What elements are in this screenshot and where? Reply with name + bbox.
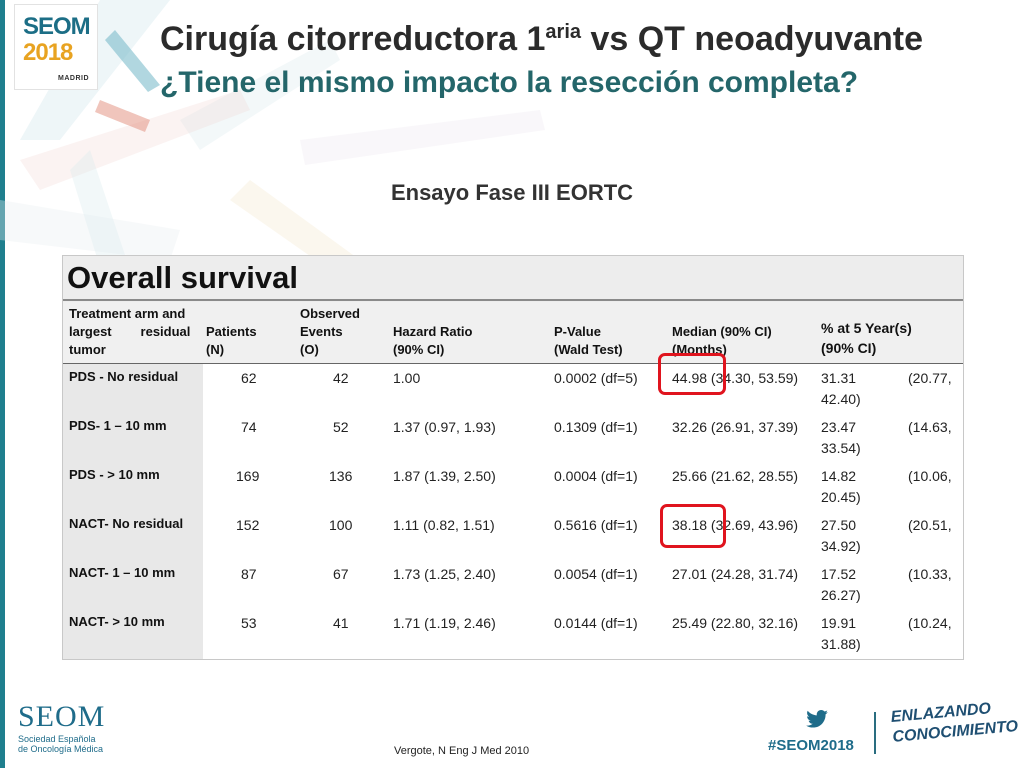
p-value-cell: 0.5616 (df=1) xyxy=(554,517,638,533)
five-year-ci-lower: (10.06, xyxy=(908,468,952,484)
events-cell: 136 xyxy=(329,468,353,484)
highlight-box-nact-median xyxy=(660,504,726,548)
seom-2018-logo: SEOM 2018 MADRID xyxy=(14,4,98,90)
five-year-ci-upper: 42.40) xyxy=(821,391,861,407)
p-value-cell: 0.0004 (df=1) xyxy=(554,468,638,484)
five-year-ci-lower: (20.51, xyxy=(908,517,952,533)
seom-society-logo: SEOM Sociedad Española de Oncología Médi… xyxy=(18,700,105,754)
event-hashtag: #SEOM2018 xyxy=(768,737,854,754)
table-title-rule xyxy=(63,299,963,301)
header-patients: Patients (N) xyxy=(206,324,257,357)
five-year-ci-upper: 26.27) xyxy=(821,587,861,603)
five-year-cell: 19.91 xyxy=(821,615,857,631)
five-year-cell: 31.31 xyxy=(821,370,857,386)
society-name-line2: de Oncología Médica xyxy=(18,744,104,754)
row-label: PDS - > 10 mm xyxy=(69,467,160,482)
hazard-ratio-cell: 1.37 (0.97, 1.93) xyxy=(393,419,496,435)
hazard-ratio-cell: 1.73 (1.25, 2.40) xyxy=(393,566,496,582)
median-cell: 25.66 (21.62, 28.55) xyxy=(672,468,799,484)
patients-cell: 53 xyxy=(241,615,257,631)
decorative-background-shapes xyxy=(0,0,545,300)
logo-city: MADRID xyxy=(58,75,89,82)
left-accent-bar xyxy=(0,0,5,768)
patients-cell: 169 xyxy=(236,468,260,484)
header-hazard-ratio: Hazard Ratio (90% CI) xyxy=(393,324,473,357)
overall-survival-table: Overall survival Treatment arm and larges… xyxy=(62,255,964,660)
five-year-cell: 27.50 xyxy=(821,517,857,533)
header-p-value: P-Value (Wald Test) xyxy=(554,324,623,357)
logo-year: 2018 xyxy=(23,39,73,66)
five-year-ci-lower: (10.24, xyxy=(908,615,952,631)
events-cell: 52 xyxy=(333,419,349,435)
median-cell: 27.01 (24.28, 31.74) xyxy=(672,566,799,582)
median-cell: 32.26 (26.91, 37.39) xyxy=(672,419,799,435)
hazard-ratio-cell: 1.11 (0.82, 1.51) xyxy=(393,517,495,533)
hazard-ratio-cell: 1.87 (1.39, 2.50) xyxy=(393,468,496,484)
hazard-ratio-cell: 1.71 (1.19, 2.46) xyxy=(393,615,496,631)
twitter-bird-icon xyxy=(806,710,828,728)
table-row: PDS - > 10 mm 169 136 1.87 (1.39, 2.50) … xyxy=(63,462,963,511)
row-label: NACT- 1 – 10 mm xyxy=(69,565,176,580)
section-title: Ensayo Fase III EORTC xyxy=(390,180,634,205)
slide-title: Cirugía citorreductora 1aria vs QT neoad… xyxy=(160,20,924,58)
patients-cell: 152 xyxy=(236,517,260,533)
table-row: NACT- No residual 152 100 1.11 (0.82, 1.… xyxy=(63,511,963,560)
events-cell: 42 xyxy=(333,370,349,386)
table-header-row: Treatment arm and largest residual tumor P… xyxy=(63,302,963,364)
slogan-lettering: ENLAZANDO CONOCIMIENTO xyxy=(890,700,1019,746)
table-row: NACT- 1 – 10 mm 87 67 1.73 (1.25, 2.40) … xyxy=(63,560,963,609)
table-title: Overall survival xyxy=(67,260,298,295)
table-title-bar: Overall survival xyxy=(63,256,963,302)
highlight-box-pds-median xyxy=(658,353,726,395)
five-year-ci-lower: (20.77, xyxy=(908,370,952,386)
table-row: PDS - No residual 62 42 1.00 0.0002 (df=… xyxy=(63,364,963,413)
patients-cell: 62 xyxy=(241,370,257,386)
five-year-ci-upper: 33.54) xyxy=(821,440,861,456)
p-value-cell: 0.0144 (df=1) xyxy=(554,615,638,631)
row-label: PDS - No residual xyxy=(69,369,179,384)
five-year-ci-upper: 20.45) xyxy=(821,489,861,505)
p-value-cell: 0.0054 (df=1) xyxy=(554,566,638,582)
five-year-cell: 23.47 xyxy=(821,419,857,435)
table-row: NACT- > 10 mm 53 41 1.71 (1.19, 2.46) 0.… xyxy=(63,609,963,658)
header-five-year: % at 5 Year(s) (90% CI) xyxy=(821,320,912,356)
footer-divider xyxy=(874,712,876,754)
reference-citation: Vergote, N Eng J Med 2010 xyxy=(394,745,530,757)
header-events: Observed Events (O) xyxy=(300,306,360,357)
slide-subtitle: ¿Tiene el mismo impacto la resección com… xyxy=(160,66,859,99)
hazard-ratio-cell: 1.00 xyxy=(393,370,421,386)
five-year-cell: 14.82 xyxy=(821,468,857,484)
events-cell: 67 xyxy=(333,566,349,582)
header-treatment: Treatment arm and largest residual tumor xyxy=(69,306,191,357)
p-value-cell: 0.0002 (df=5) xyxy=(554,370,638,386)
row-label: NACT- No residual xyxy=(69,516,184,531)
five-year-ci-upper: 34.92) xyxy=(821,538,861,554)
society-name-line1: Sociedad Española xyxy=(18,734,96,744)
median-cell: 44.98 (34.30, 53.59) xyxy=(672,370,799,386)
median-cell: 38.18 (32.69, 43.96) xyxy=(672,517,799,533)
logo-name: SEOM xyxy=(23,13,91,40)
median-cell: 25.49 (22.80, 32.16) xyxy=(672,615,799,631)
row-label: PDS- 1 – 10 mm xyxy=(69,418,167,433)
five-year-ci-lower: (14.63, xyxy=(908,419,952,435)
five-year-ci-lower: (10.33, xyxy=(908,566,952,582)
society-logo-wordmark: SEOM xyxy=(18,700,106,733)
events-cell: 41 xyxy=(333,615,349,631)
p-value-cell: 0.1309 (df=1) xyxy=(554,419,638,435)
row-label: NACT- > 10 mm xyxy=(69,614,165,629)
row-label-column xyxy=(63,364,203,659)
five-year-cell: 17.52 xyxy=(821,566,857,582)
events-cell: 100 xyxy=(329,517,353,533)
patients-cell: 74 xyxy=(241,419,257,435)
table-row: PDS- 1 – 10 mm 74 52 1.37 (0.97, 1.93) 0… xyxy=(63,413,963,462)
five-year-ci-upper: 31.88) xyxy=(821,636,861,652)
patients-cell: 87 xyxy=(241,566,257,582)
